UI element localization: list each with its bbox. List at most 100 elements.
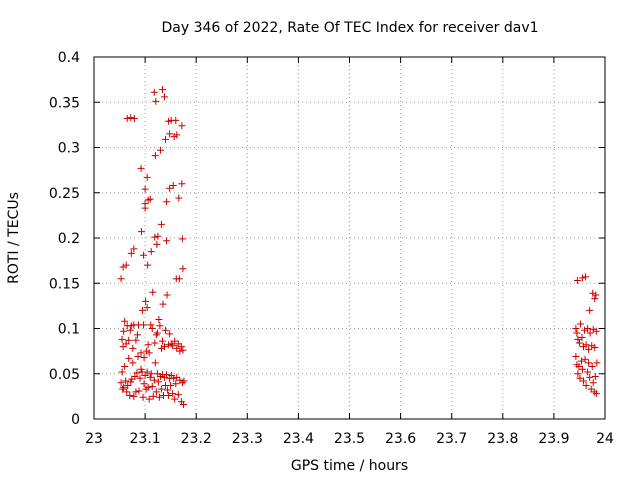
data-point xyxy=(142,297,150,305)
x-tick-labels: 23 23.1 23.2 23.3 23.4 23.5 23.6 23.7 23.8 23.9 24 xyxy=(85,431,614,447)
data-point xyxy=(178,122,186,130)
data-point xyxy=(152,331,160,339)
data-point xyxy=(165,391,173,399)
data-point xyxy=(153,329,161,337)
plot-frame xyxy=(93,56,606,420)
data-point xyxy=(159,300,167,308)
data-point xyxy=(121,363,129,371)
x-tick-label: 24 xyxy=(596,431,614,447)
data-point xyxy=(151,233,159,241)
data-point xyxy=(579,365,587,373)
data-point xyxy=(123,115,131,123)
y-tick-label: 0 xyxy=(71,412,80,428)
data-point xyxy=(125,354,133,362)
data-point xyxy=(175,275,183,283)
data-point xyxy=(170,374,178,382)
x-tick-label: 23.2 xyxy=(181,431,212,447)
data-point xyxy=(586,329,594,337)
data-point xyxy=(178,379,186,387)
data-point xyxy=(152,388,160,396)
data-point xyxy=(122,340,130,348)
x-tick-label: 23.6 xyxy=(385,431,416,447)
data-point xyxy=(123,388,131,396)
data-point xyxy=(576,320,584,328)
x-tick-label: 23.3 xyxy=(232,431,263,447)
data-point xyxy=(150,376,158,384)
data-point xyxy=(129,344,137,352)
data-point xyxy=(163,198,171,206)
data-point xyxy=(592,390,600,398)
data-point xyxy=(156,146,164,154)
data-point xyxy=(118,368,126,376)
data-point xyxy=(582,273,590,281)
chart-title: Day 346 of 2022, Rate Of TEC Index for r… xyxy=(161,20,538,36)
data-point xyxy=(126,391,134,399)
data-point xyxy=(586,373,594,381)
data-point xyxy=(141,185,149,193)
data-point xyxy=(151,339,159,347)
data-point xyxy=(130,115,138,123)
data-point xyxy=(140,380,148,388)
y-tick-label: 0.3 xyxy=(58,141,80,157)
data-point xyxy=(122,377,130,385)
data-point xyxy=(166,130,174,138)
data-point xyxy=(156,322,164,330)
data-point xyxy=(146,373,154,381)
data-point xyxy=(576,374,584,382)
data-point xyxy=(147,248,155,256)
x-axis-label: GPS time / hours xyxy=(291,458,408,474)
data-point xyxy=(591,372,599,380)
x-tick-label: 23.5 xyxy=(334,431,365,447)
data-point xyxy=(579,274,587,282)
data-point xyxy=(149,288,157,296)
data-point xyxy=(585,359,593,367)
data-point xyxy=(145,395,153,403)
data-point xyxy=(117,275,125,283)
data-point xyxy=(120,327,128,335)
data-point xyxy=(588,363,596,371)
data-point xyxy=(143,368,151,376)
data-point xyxy=(584,368,592,376)
data-point xyxy=(155,315,163,323)
x-tick-label: 23.4 xyxy=(283,431,314,447)
data-point xyxy=(179,265,187,273)
data-point xyxy=(143,304,151,312)
data-point xyxy=(147,370,155,378)
data-point xyxy=(136,374,144,382)
data-points xyxy=(117,86,601,409)
data-point xyxy=(169,182,177,190)
y-tick-label: 0.1 xyxy=(58,322,80,338)
data-point xyxy=(167,340,175,348)
data-point xyxy=(153,240,161,248)
data-point xyxy=(166,184,174,192)
data-point xyxy=(131,372,139,380)
data-point xyxy=(580,377,588,385)
x-tick-label: 23.9 xyxy=(538,431,569,447)
data-point xyxy=(589,379,597,387)
data-point xyxy=(147,321,155,329)
data-point xyxy=(172,380,180,388)
y-tick-labels: 0 0.05 0.1 0.15 0.2 0.25 0.3 0.35 0.4 xyxy=(49,50,80,428)
data-point xyxy=(135,387,143,395)
data-point xyxy=(582,382,590,390)
data-point xyxy=(174,391,182,399)
data-point xyxy=(175,194,183,202)
data-point xyxy=(584,325,592,332)
data-point xyxy=(577,357,585,365)
x-tick-label: 23.7 xyxy=(436,431,467,447)
data-point xyxy=(141,204,149,212)
x-tick-label: 23 xyxy=(85,431,103,447)
data-point xyxy=(157,344,165,352)
data-point xyxy=(589,325,597,333)
data-point xyxy=(158,337,166,345)
data-point xyxy=(572,325,580,332)
data-point xyxy=(592,291,600,299)
data-point xyxy=(127,249,135,257)
data-point xyxy=(129,359,137,367)
data-point xyxy=(137,349,145,357)
data-point xyxy=(124,382,132,390)
data-point xyxy=(164,386,172,394)
data-point xyxy=(132,336,140,344)
data-point xyxy=(145,349,153,357)
data-point xyxy=(140,353,148,361)
